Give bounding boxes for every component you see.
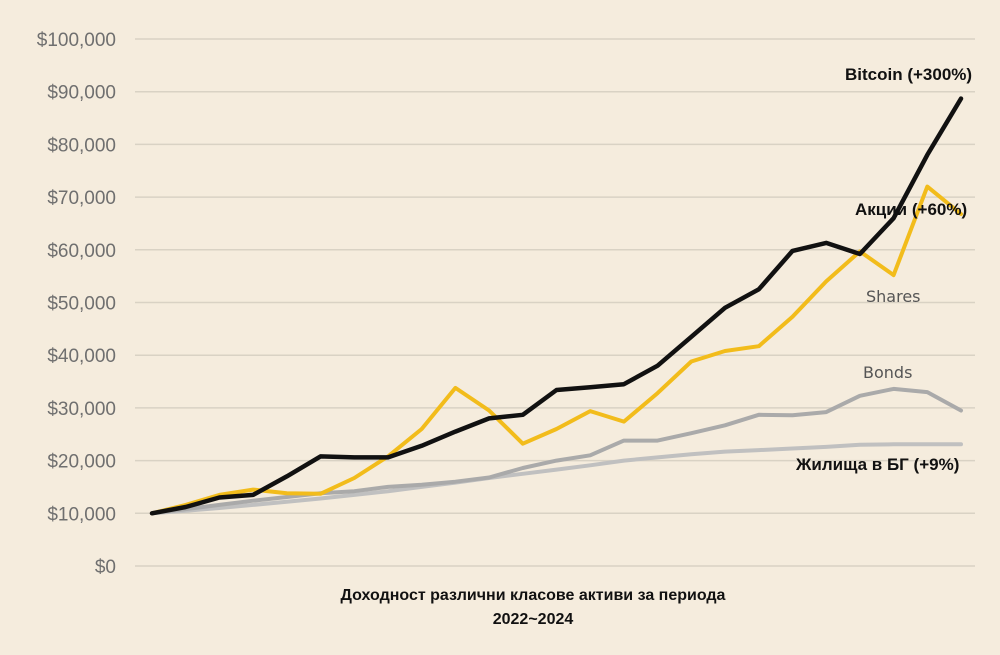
chart-subtitle: 2022~2024: [493, 611, 574, 628]
y-tick-label: $10,000: [47, 504, 116, 525]
y-tick-label: $80,000: [47, 135, 116, 156]
y-tick-label: $50,000: [47, 294, 116, 315]
shares-label: Shares: [866, 287, 921, 306]
housing-label: Жилища в БГ (+9%): [795, 455, 959, 474]
bitcoin-series-line: [149, 96, 964, 516]
series-lines: [149, 96, 964, 516]
y-tick-label: $30,000: [47, 399, 116, 420]
gridlines: [135, 38, 975, 567]
y-tick-label: $90,000: [47, 83, 116, 104]
bitcoin-label: Bitcoin (+300%): [845, 65, 972, 84]
y-tick-label: $0: [95, 557, 116, 578]
y-axis-tick-labels: $0 $10,000 $20,000 $30,000 $40,000 $50,000 $60…: [37, 30, 116, 578]
bonds-series-line: [150, 386, 963, 516]
chart-title: Доходност различни класове активи за пер…: [341, 587, 726, 604]
housing-series-line: [150, 442, 963, 516]
stocks-series-line: [150, 184, 963, 516]
y-tick-label: $100,000: [37, 30, 116, 51]
y-tick-label: $20,000: [47, 452, 116, 473]
y-tick-label: $70,000: [47, 188, 116, 209]
stocks-label: Акции (+60%): [855, 200, 967, 219]
bonds-label: Bonds: [863, 363, 912, 382]
y-tick-label: $40,000: [47, 346, 116, 367]
y-tick-label: $60,000: [47, 241, 116, 262]
